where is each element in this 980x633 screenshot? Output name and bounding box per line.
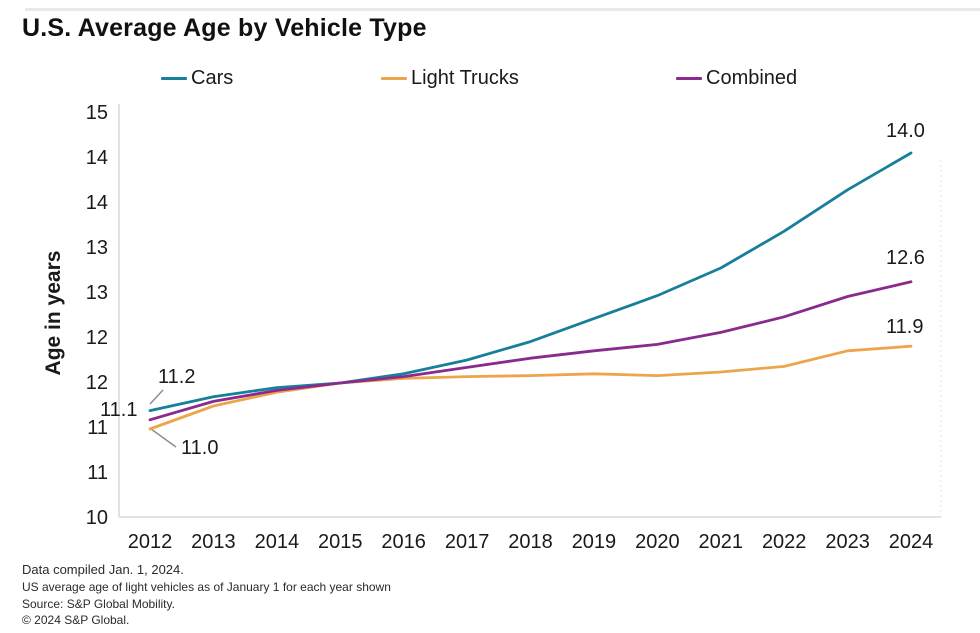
- annotation-combined-2012: 11.1: [100, 399, 138, 421]
- legend-label-light-trucks: Light Trucks: [411, 66, 519, 89]
- top-divider: [25, 8, 980, 11]
- series-line-light-trucks: [148, 344, 913, 431]
- footnote-source: Source: S&P Global Mobility.: [22, 597, 175, 611]
- x-tick-label: 2021: [698, 531, 744, 553]
- y-tick-label: 12: [85, 327, 108, 349]
- legend-label-combined: Combined: [706, 66, 798, 89]
- x-tick-label: 2016: [381, 531, 426, 553]
- x-tick-label: 2020: [635, 531, 680, 553]
- x-tick-label: 2014: [254, 531, 300, 553]
- footnote-description: US average age of light vehicles as of J…: [22, 580, 391, 594]
- y-tick-label: 11: [87, 462, 108, 484]
- y-tick-label: 15: [85, 102, 108, 124]
- annotation-combined-2024: 12.6: [886, 247, 925, 269]
- legend-item-cars: Cars: [161, 66, 233, 90]
- annotation-cars-2024: 14.0: [886, 120, 925, 142]
- legend-swatch-combined: [676, 76, 702, 80]
- data-series-lines: [148, 151, 913, 431]
- legend-label-cars: Cars: [191, 66, 234, 89]
- x-tick-label: 2018: [508, 531, 553, 553]
- y-tick-label: 14: [85, 147, 108, 169]
- footnote-copyright: © 2024 S&P Global.: [22, 613, 130, 627]
- y-tick-label: 13: [85, 237, 108, 259]
- y-tick-label: 12: [85, 372, 108, 394]
- x-tick-label: 2017: [444, 531, 490, 553]
- chart-title: U.S. Average Age by Vehicle Type: [22, 14, 427, 42]
- y-tick-label: 13: [85, 282, 108, 304]
- annotation-trucks-2012: 11.0: [181, 437, 219, 459]
- series-line-cars: [148, 151, 913, 413]
- x-tick-label: 2024: [888, 531, 934, 553]
- annotation-cars-2012: 11.2: [158, 366, 196, 388]
- x-tick-label: 2012: [127, 531, 173, 553]
- legend-item-combined: Combined: [676, 66, 797, 90]
- legend-swatch-light-trucks: [381, 76, 407, 80]
- y-tick-label: 10: [85, 507, 108, 529]
- series-line-combined: [148, 280, 913, 422]
- x-tick-label: 2023: [825, 531, 870, 553]
- y-tick-label: 11: [87, 417, 108, 439]
- x-tick-label: 2022: [761, 531, 807, 553]
- callout-line-cars-start: [149, 389, 164, 405]
- x-tick-label: 2013: [191, 531, 236, 553]
- x-tick-label: 2019: [571, 531, 617, 553]
- legend-item-light-trucks: Light Trucks: [381, 66, 519, 90]
- legend-swatch-cars: [161, 76, 187, 80]
- annotation-trucks-2024: 11.9: [886, 316, 924, 338]
- y-tick-label: 14: [85, 192, 108, 214]
- callout-line-trucks-start: [150, 428, 177, 448]
- x-tick-label: 2015: [318, 531, 363, 553]
- footnote-data-compiled: Data compiled Jan. 1, 2024.: [22, 562, 184, 577]
